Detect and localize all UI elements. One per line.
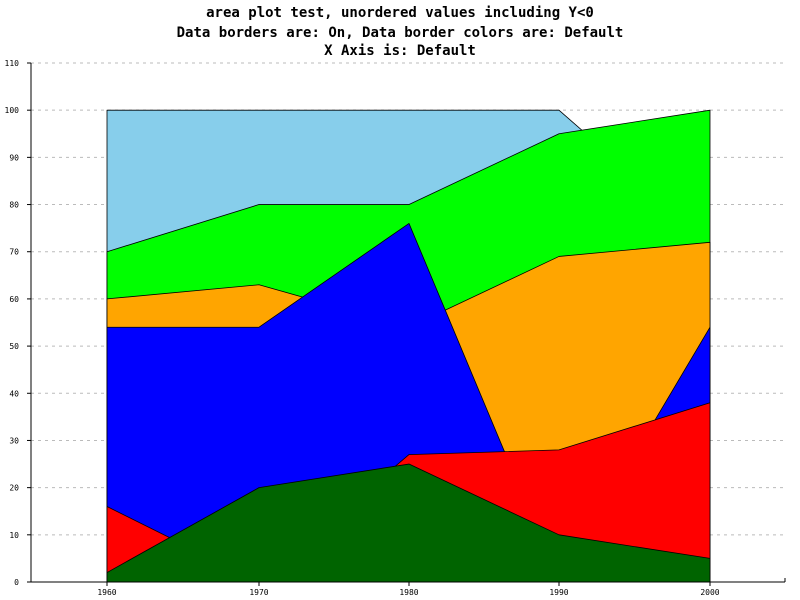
x-tick-label-1990: 1990 — [549, 588, 568, 597]
x-tick-label-1960: 1960 — [97, 588, 116, 597]
y-tick-label-90: 90 — [9, 153, 19, 162]
y-tick-label-30: 30 — [9, 436, 19, 445]
x-tick-label-1970: 1970 — [249, 588, 268, 597]
y-tick-label-80: 80 — [9, 201, 19, 210]
y-tick-label-20: 20 — [9, 484, 19, 493]
x-tick-label-2000: 2000 — [700, 588, 719, 597]
title-line-2: Data borders are: On, Data border colors… — [177, 25, 624, 41]
title-line-3: X Axis is: Default — [324, 43, 476, 59]
y-tick-label-40: 40 — [9, 389, 19, 398]
x-tick-label-1980: 1980 — [399, 588, 418, 597]
axes — [27, 62, 786, 586]
y-tick-label-100: 100 — [5, 106, 20, 115]
y-tick-label-60: 60 — [9, 295, 19, 304]
y-tick-label-110: 110 — [5, 59, 20, 68]
chart-title: area plot test, unordered values includi… — [177, 5, 624, 59]
area-series — [106, 109, 711, 583]
y-tick-label-50: 50 — [9, 342, 19, 351]
y-tick-label-0: 0 — [14, 578, 19, 587]
title-line-1: area plot test, unordered values includi… — [206, 5, 594, 21]
area-series-6 — [106, 463, 711, 583]
y-tick-label-70: 70 — [9, 248, 19, 257]
tick-labels: 0 10 20 30 40 50 60 70 80 90 100 110 1960 1970 1980 199… — [5, 59, 720, 597]
y-tick-label-10: 10 — [9, 531, 19, 540]
